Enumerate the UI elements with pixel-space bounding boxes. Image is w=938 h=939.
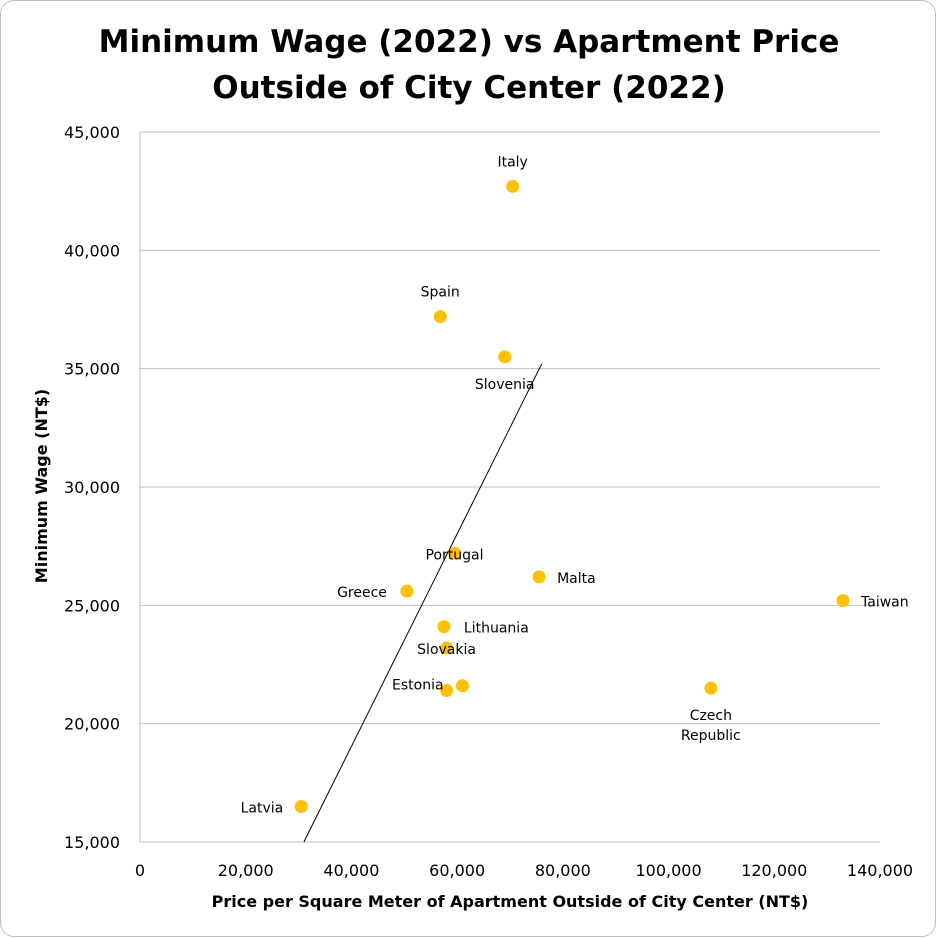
data-label: Malta xyxy=(557,571,596,587)
y-tick-label: 25,000 xyxy=(64,596,120,615)
data-point xyxy=(498,350,512,364)
chart-title-line-1: Minimum Wage (2022) vs Apartment Price xyxy=(99,24,840,60)
data-point xyxy=(294,800,308,813)
x-tick-label: 140,000 xyxy=(847,861,913,880)
data-point xyxy=(400,584,414,598)
x-axis-title: Price per Square Meter of Apartment Outs… xyxy=(212,892,809,911)
x-tick-label: 120,000 xyxy=(741,861,807,880)
data-point xyxy=(437,620,451,634)
data-point xyxy=(455,679,469,693)
chart-title-line-2: Outside of City Center (2022) xyxy=(212,70,725,106)
y-tick-label: 45,000 xyxy=(64,123,120,142)
data-point xyxy=(448,546,461,560)
y-tick-label: 30,000 xyxy=(64,478,120,497)
x-tick-label: 40,000 xyxy=(323,861,379,880)
data-point xyxy=(440,641,454,655)
data-label: Portugal xyxy=(426,547,484,563)
data-label: Italy xyxy=(497,154,527,170)
data-points xyxy=(294,179,850,813)
y-axis-title: Minimum Wage (NT$) xyxy=(32,389,51,583)
data-label: Estonia xyxy=(392,678,444,694)
data-label: Taiwan xyxy=(860,595,909,611)
x-tick-label: 80,000 xyxy=(535,861,591,880)
data-labels: Italy Spain Slovenia Portugal Malta Greece Tai… xyxy=(241,154,909,816)
x-tick-label: 60,000 xyxy=(429,861,485,880)
data-label: Slovenia xyxy=(475,377,535,393)
trendline xyxy=(303,363,543,843)
y-tick-label: 40,000 xyxy=(64,241,120,260)
data-point xyxy=(440,684,454,698)
data-point xyxy=(532,570,546,584)
data-point xyxy=(704,681,718,695)
x-tick-label: 100,000 xyxy=(635,861,701,880)
x-tick-label: 20,000 xyxy=(218,861,274,880)
y-tick-label: 15,000 xyxy=(64,833,120,852)
data-point xyxy=(836,594,850,608)
x-tick-label: 0 xyxy=(135,861,145,880)
data-label: Slovakia xyxy=(417,642,476,658)
chart-title: Minimum Wage (2022) vs Apartment Price O… xyxy=(99,24,840,106)
y-tick-label: 35,000 xyxy=(64,360,120,379)
data-label: Republic xyxy=(681,728,741,744)
data-label: Spain xyxy=(421,285,460,301)
data-label: Lithuania xyxy=(464,621,529,637)
trendline-layer xyxy=(303,363,543,843)
data-label: Czech xyxy=(690,708,732,724)
data-point xyxy=(433,310,447,324)
gridlines xyxy=(140,131,880,725)
data-label: Latvia xyxy=(241,801,284,817)
y-tick-label: 20,000 xyxy=(64,715,120,734)
data-label: Greece xyxy=(337,585,387,601)
data-point xyxy=(506,179,520,193)
axes: 15,000 20,000 25,000 30,000 35,000 40,000 45,0… xyxy=(64,123,913,880)
